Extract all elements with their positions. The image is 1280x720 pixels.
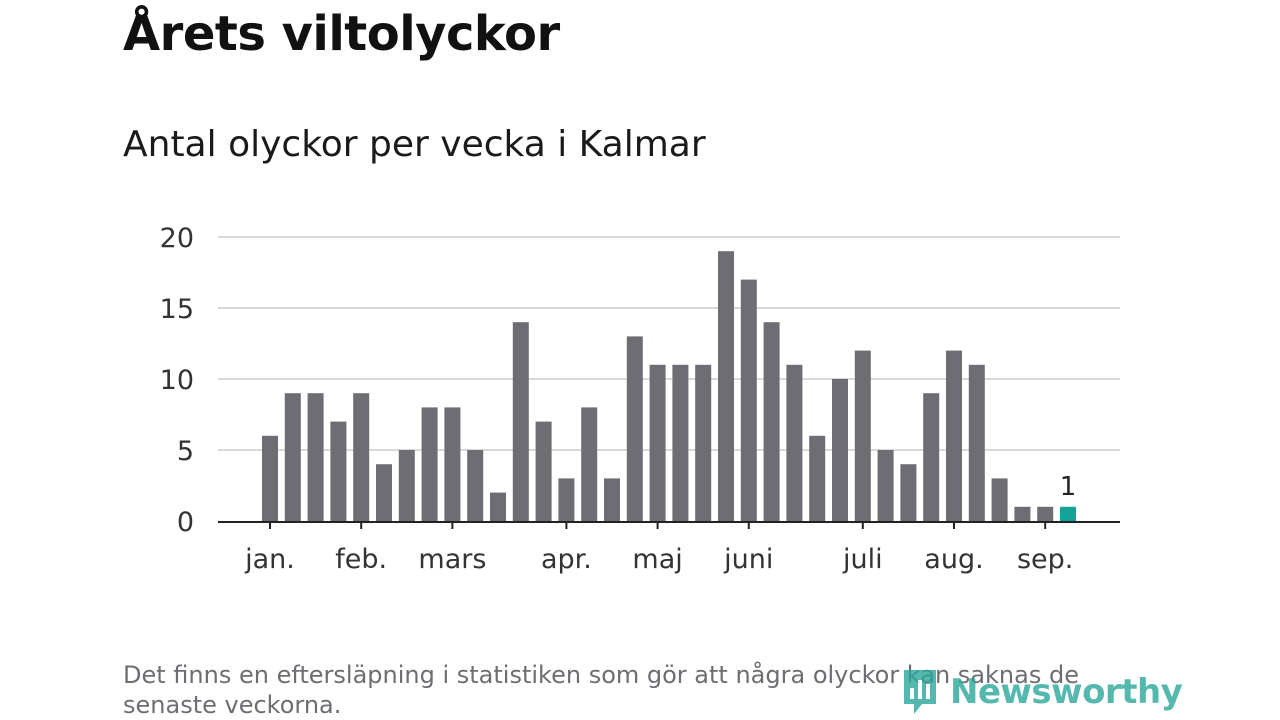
bar [1037,506,1054,521]
bar [535,421,552,521]
y-tick-label: 15 [160,294,194,325]
data-label: 1 [1060,472,1077,502]
x-tick-label: aug. [924,544,983,575]
bar [672,364,689,521]
bar [512,322,529,521]
bar [695,364,712,521]
bar [558,478,575,521]
newsworthy-logo-icon [904,670,936,714]
chart-title: Årets viltolyckor [123,6,560,62]
x-tick-label: juni [723,544,773,575]
bar [763,322,780,521]
bar [262,435,278,521]
x-tick-label: jan. [244,544,295,575]
bars [262,251,1076,521]
bar [581,407,598,521]
bar [991,478,1008,521]
bar [604,478,620,521]
bar-highlight [1060,506,1076,521]
bar [1014,506,1031,521]
bar [444,407,461,521]
bar [398,450,415,521]
bar [877,450,894,521]
data-labels: 1 [1060,472,1077,502]
bar [649,364,666,521]
bar [626,336,643,521]
bar [421,407,438,521]
newsworthy-logo: Newsworthy [900,664,1183,720]
bar [718,251,734,521]
y-tick-label: 5 [177,436,194,467]
y-tick-label: 0 [177,507,194,538]
y-tick-label: 10 [160,365,194,396]
bar [467,450,484,521]
x-axis-ticks: jan. feb. mars apr. maj juni juli aug. sep. [244,522,1073,575]
bar [284,393,301,521]
bar [376,464,392,521]
x-tick-label: sep. [1017,544,1073,575]
bar [786,364,803,521]
bar [923,393,940,521]
bar [330,421,347,521]
bar [809,435,826,521]
x-tick-label: feb. [335,544,387,575]
bar [946,350,962,521]
bar [307,393,324,521]
x-tick-label: mars [418,544,486,575]
bar [490,492,506,521]
bar [353,393,370,521]
bar [832,379,848,521]
x-tick-label: juli [842,544,883,575]
y-axis-ticks: 0 5 10 15 20 [160,223,194,538]
bar [740,279,757,521]
x-tick-label: maj [632,544,682,575]
bar [854,350,871,521]
bar [968,364,985,521]
y-tick-label: 20 [160,223,194,254]
bar [900,464,917,521]
logo-text: Newsworthy [950,672,1183,712]
x-tick-label: apr. [541,544,592,575]
chart-subtitle: Antal olyckor per vecka i Kalmar [123,124,706,165]
